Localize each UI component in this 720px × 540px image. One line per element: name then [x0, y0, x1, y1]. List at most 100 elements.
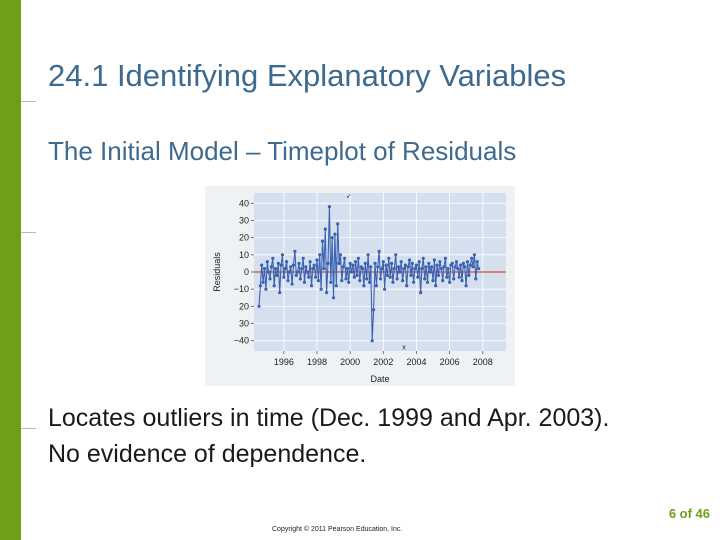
- data-point: [460, 279, 464, 283]
- data-point: [297, 261, 301, 265]
- data-point: [410, 261, 414, 265]
- chart-annotations: ✓x: [346, 193, 406, 352]
- data-point: [396, 265, 401, 269]
- data-point: [384, 263, 388, 267]
- divider-line: [21, 428, 36, 429]
- data-point: [309, 284, 314, 288]
- data-point: [294, 273, 298, 277]
- body-line-outliers: Locates outliers in time (Dec. 1999 and …: [48, 404, 610, 432]
- data-point: [413, 267, 417, 271]
- data-point: [438, 260, 442, 264]
- data-point: [348, 261, 352, 265]
- data-point: [414, 263, 418, 267]
- data-point: [275, 273, 279, 277]
- data-point: [366, 253, 370, 257]
- x-axis-label: Date: [370, 374, 389, 384]
- data-point: [369, 265, 373, 269]
- y-tick-label: 0: [244, 267, 249, 277]
- data-point: [406, 265, 410, 269]
- divider-line: [21, 101, 36, 102]
- data-point: [427, 261, 431, 265]
- data-point: [395, 277, 399, 281]
- slide-body: Locates outliers in time (Dec. 1999 and …: [48, 400, 609, 472]
- data-point: [407, 258, 412, 262]
- data-point: [428, 270, 432, 274]
- x-tick-label: 2008: [473, 357, 493, 367]
- data-point: [419, 291, 423, 295]
- y-axis-ticks: 40 30 20 10 0 −10 20 30 −40: [234, 198, 254, 346]
- series-line: [258, 206, 480, 341]
- data-point: [398, 270, 402, 274]
- data-point: [377, 249, 381, 253]
- data-point: [465, 260, 470, 264]
- data-point: [363, 261, 367, 265]
- data-point: [258, 284, 262, 288]
- data-point: [446, 267, 450, 271]
- outlier-marker: ✓: [346, 193, 352, 201]
- x-tick-label: 2000: [340, 357, 360, 367]
- data-point: [327, 205, 331, 209]
- x-axis-ticks: 1996 1998 2000 2002 2004 2006 2008: [274, 351, 493, 367]
- data-point: [401, 279, 405, 283]
- data-point: [383, 287, 387, 291]
- data-point: [262, 267, 267, 271]
- data-point: [434, 284, 438, 288]
- data-point: [267, 270, 271, 274]
- data-point: [439, 267, 443, 271]
- data-point: [291, 263, 296, 267]
- data-point: [367, 280, 372, 284]
- data-point: [390, 261, 394, 265]
- data-point: [423, 277, 427, 281]
- data-point: [436, 273, 441, 277]
- data-point: [311, 267, 315, 271]
- data-point: [290, 282, 294, 286]
- data-point: [271, 256, 275, 260]
- data-point: [319, 287, 323, 291]
- data-point: [452, 277, 456, 281]
- data-point: [399, 260, 403, 264]
- data-point: [456, 267, 460, 271]
- data-point: [340, 279, 344, 283]
- data-point: [341, 265, 345, 269]
- data-point: [261, 280, 265, 284]
- data-point: [300, 267, 304, 271]
- y-axis-label: Residuals: [212, 252, 222, 292]
- data-point: [405, 284, 409, 288]
- data-point: [307, 275, 311, 279]
- data-point: [454, 260, 459, 264]
- data-point: [345, 267, 349, 271]
- data-point: [435, 263, 439, 267]
- data-point: [391, 280, 395, 284]
- data-point: [432, 258, 436, 262]
- data-point: [257, 304, 261, 308]
- data-point: [416, 275, 420, 279]
- data-point: [264, 287, 268, 291]
- data-point: [468, 263, 472, 267]
- slide-accent-bar: [0, 0, 21, 540]
- data-point: [269, 265, 273, 269]
- data-point: [463, 265, 467, 269]
- y-tick-label: 20: [239, 233, 249, 243]
- data-point: [329, 280, 333, 284]
- data-point: [279, 263, 283, 267]
- slide-title: 24.1 Identifying Explanatory Variables: [48, 58, 567, 93]
- data-point: [260, 263, 264, 267]
- data-point: [323, 227, 327, 231]
- data-point: [336, 222, 340, 226]
- data-point: [272, 284, 276, 288]
- data-point: [464, 284, 468, 288]
- data-point: [280, 253, 285, 257]
- data-point: [417, 260, 421, 264]
- x-tick-label: 2006: [440, 357, 460, 367]
- data-point: [387, 256, 391, 260]
- data-point: [421, 256, 425, 260]
- copyright-notice: Copyright © 2011 Pearson Education, Inc.: [272, 526, 403, 533]
- y-tick-label: 20: [239, 301, 249, 311]
- data-point: [388, 275, 392, 279]
- data-point: [278, 291, 282, 295]
- data-point: [457, 275, 461, 279]
- data-point: [370, 339, 374, 343]
- outlier-marker: x: [402, 344, 406, 352]
- data-point: [442, 265, 446, 269]
- data-point: [361, 267, 365, 271]
